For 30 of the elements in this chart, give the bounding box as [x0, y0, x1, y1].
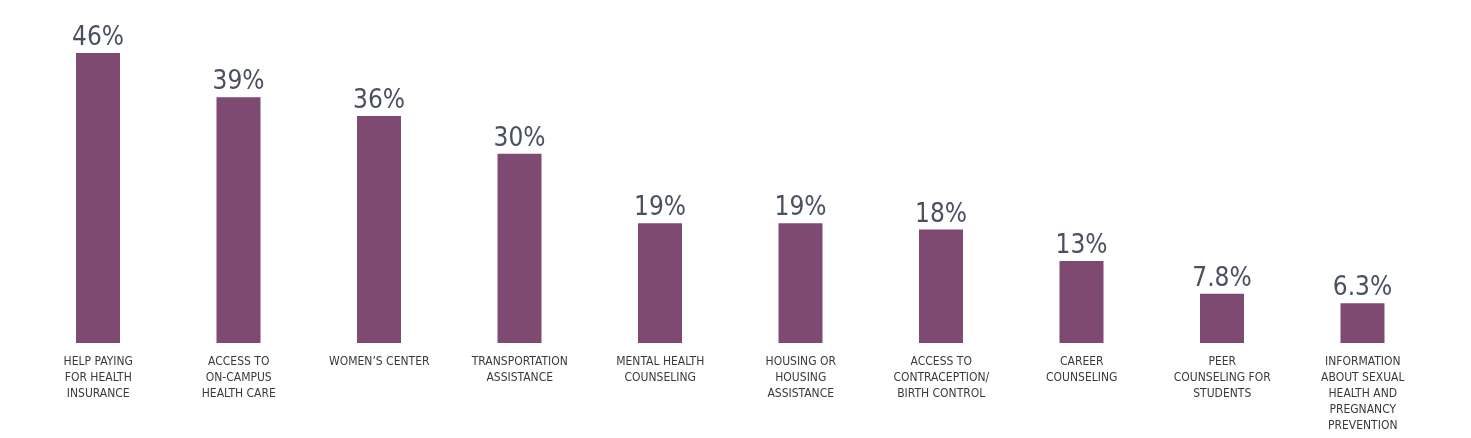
x-tick-label: MENTAL HEALTH COUNSELING: [616, 354, 705, 384]
bar: [778, 223, 823, 343]
bar: [357, 116, 401, 343]
data-label: 7.8%: [1192, 261, 1252, 292]
bar: [1059, 261, 1104, 343]
x-tick-label: TRANSPORTATION ASSISTANCE: [470, 354, 568, 384]
x-tick-label: INFORMATION ABOUT SEXUAL HEALTH AND PREGNANCY PREVENTION: [1321, 354, 1405, 432]
data-label: 19%: [774, 191, 827, 222]
bar: [497, 153, 542, 343]
data-label: 39%: [212, 65, 265, 96]
bar: [1340, 303, 1385, 343]
x-tick-label: ACCESS TO ON-CAMPUS HEALTH CARE: [201, 354, 276, 400]
x-tick-label: WOMEN’S CENTER: [329, 354, 430, 368]
bar: [76, 53, 120, 343]
data-label: 6.3%: [1332, 271, 1393, 302]
data-label: 36%: [353, 84, 405, 115]
data-label: 19%: [634, 191, 686, 222]
x-tick-label: HELP PAYING FOR HEALTH INSURANCE: [63, 354, 133, 400]
data-label: 18%: [915, 197, 967, 228]
data-label: 13%: [1055, 229, 1108, 260]
data-label: 46%: [72, 21, 124, 51]
x-tick-label: ACCESS TO CONTRACEPTION/ BIRTH CONTROL: [893, 354, 990, 400]
data-label: 30%: [493, 121, 546, 152]
bar: [638, 223, 682, 343]
x-tick-label: HOUSING OR HOUSING ASSISTANCE: [765, 354, 837, 400]
x-tick-label: PEER COUNSELING FOR STUDENTS: [1173, 354, 1272, 400]
x-tick-label: CAREER COUNSELING: [1046, 354, 1118, 384]
bar: [216, 97, 261, 343]
bar: [919, 229, 963, 343]
bar: [1200, 293, 1244, 343]
